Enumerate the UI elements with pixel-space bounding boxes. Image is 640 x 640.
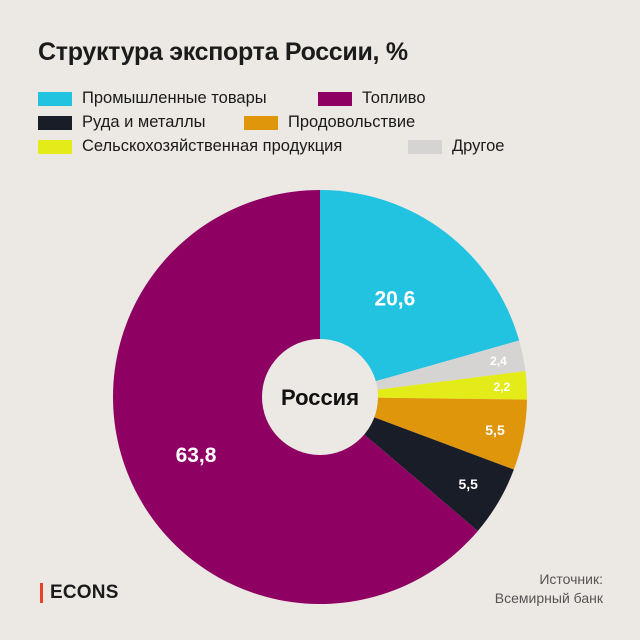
legend-label: Другое [452,137,505,155]
logo-text: ECONS [50,582,119,603]
legend-swatch [38,139,72,154]
center-label: Россия [281,385,359,410]
pie-slice [320,397,514,531]
legend-item-ore-metals: Руда и металлы [38,113,206,132]
legend-item-agriculture: Сельскохозяйственная продукция [38,137,342,156]
source-line-1: Источник: [539,571,603,587]
econs-logo: ECONS [40,582,119,604]
legend-swatch [38,115,72,130]
logo-bar [40,583,43,603]
legend-item-industrial: Промышленные товары [38,89,267,108]
pie-center-hole [262,339,378,455]
legend-item-fuel: Топливо [318,89,426,108]
source-note: Источник: Всемирный банк [495,570,603,608]
legend-label: Промышленные товары [82,89,267,107]
legend-label: Продовольствие [288,113,416,131]
slice-value-label: 2,4 [490,354,507,368]
legend-swatch [408,139,442,154]
legend-swatch [244,115,278,130]
pie-slice [320,190,520,397]
chart-title: Структура экспорта России, % [38,38,408,66]
legend-item-food: Продовольствие [244,113,415,132]
slice-value-label: 20,6 [374,288,415,311]
slice-value-label: 5,5 [485,422,505,438]
legend-swatch [318,91,352,106]
slice-value-label: 63,8 [176,444,217,467]
slice-value-label: 5,5 [458,476,478,492]
legend-label: Сельскохозяйственная продукция [82,137,343,155]
legend-swatch [38,91,72,106]
legend-label: Руда и металлы [82,113,206,131]
slice-value-label: 2,2 [494,380,511,394]
legend-label: Топливо [362,89,426,107]
source-line-2: Всемирный банк [494,590,603,606]
legend: Промышленные товары Топливо Руда и метал… [38,89,608,159]
legend-item-other: Другое [408,137,504,156]
